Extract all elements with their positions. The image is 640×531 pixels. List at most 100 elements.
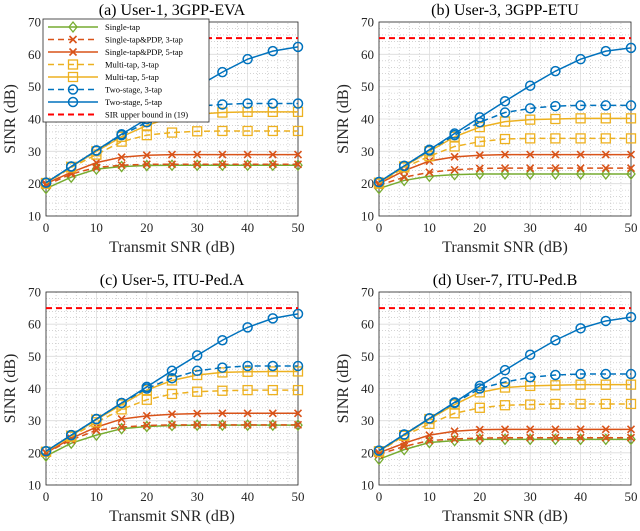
- data-point: [425, 431, 434, 440]
- x-tick-label: 50: [625, 489, 638, 504]
- data-point: [550, 335, 561, 346]
- data-point: [191, 365, 203, 377]
- y-tick-label: 70: [361, 15, 374, 30]
- data-point: [550, 65, 561, 77]
- data-point: [242, 98, 253, 109]
- data-point: [450, 434, 459, 444]
- legend-marker: [67, 59, 79, 70]
- legend: Single-tap Single-tap&PDP, 3-tap Single-ta…: [42, 18, 210, 123]
- data-point: [65, 429, 77, 441]
- data-point: [166, 372, 178, 384]
- data-point: [117, 161, 126, 170]
- data-point: [218, 160, 227, 169]
- data-point: [217, 385, 228, 396]
- data-point: [474, 167, 485, 181]
- series-line: [45, 389, 298, 453]
- data-point: [193, 150, 202, 159]
- series-two-stage-5-tap: [373, 311, 637, 456]
- series-line: [378, 173, 631, 190]
- series-line: [378, 436, 631, 456]
- data-point: [450, 427, 459, 436]
- x-tick-label: 40: [241, 489, 254, 504]
- data-point: [292, 41, 304, 53]
- data-point: [600, 167, 611, 181]
- series-line: [45, 313, 299, 452]
- data-point: [474, 402, 485, 413]
- x-tick-label: 10: [423, 220, 436, 235]
- data-point: [600, 368, 612, 380]
- data-point: [450, 152, 459, 161]
- data-point: [626, 167, 636, 181]
- data-point: [500, 150, 510, 159]
- y-tick-label: 50: [361, 79, 374, 94]
- x-tick-label: 40: [574, 489, 587, 504]
- legend-marker: [67, 96, 79, 108]
- x-tick-label: 0: [43, 220, 50, 235]
- legend-label: SIR upper bound in (19): [105, 110, 188, 120]
- data-point: [141, 420, 152, 433]
- data-point: [575, 113, 586, 124]
- series-two-stage-5-tap: [373, 42, 637, 188]
- data-point: [525, 133, 536, 144]
- data-point: [576, 433, 585, 442]
- data-point: [626, 164, 636, 173]
- data-point: [217, 107, 228, 118]
- data-point: [626, 425, 636, 434]
- data-point: [601, 164, 610, 173]
- data-point: [400, 173, 409, 182]
- data-point: [625, 368, 637, 380]
- legend-marker: [68, 47, 78, 57]
- x-tick-label: 10: [90, 220, 103, 235]
- data-point: [625, 398, 637, 410]
- x-tick-label: 30: [524, 489, 537, 504]
- legend-label: Two-stage, 3-tap: [105, 85, 162, 95]
- subplot-title: (d) User-7, ITU-Ped.B: [433, 272, 578, 289]
- data-point: [524, 371, 536, 383]
- data-point: [575, 100, 586, 111]
- data-point: [600, 379, 611, 390]
- data-point: [242, 322, 253, 333]
- data-point: [499, 107, 511, 118]
- data-point: [267, 419, 278, 432]
- data-point: [474, 387, 485, 398]
- data-point: [166, 365, 178, 377]
- x-tick-label: 50: [292, 220, 305, 235]
- data-point: [217, 66, 228, 78]
- data-point: [65, 161, 77, 172]
- data-point: [292, 360, 304, 372]
- series-line: [378, 47, 632, 183]
- data-point: [424, 413, 435, 424]
- data-point: [475, 433, 484, 443]
- data-point: [293, 409, 303, 418]
- y-tick-label: 40: [361, 112, 374, 127]
- data-point: [92, 158, 101, 167]
- data-point: [166, 127, 178, 138]
- x-axis-label: Transmit SNR (dB): [109, 239, 235, 256]
- series-line: [378, 167, 631, 186]
- data-point: [550, 113, 561, 125]
- data-point: [475, 151, 484, 160]
- legend-label: Multi-tap, 3-tap: [105, 60, 159, 70]
- data-point: [267, 366, 278, 377]
- data-point: [292, 384, 304, 396]
- y-axis-label: SINR (dB): [2, 84, 19, 154]
- data-point: [243, 150, 252, 159]
- x-tick-label: 50: [292, 489, 305, 504]
- data-point: [218, 420, 227, 429]
- data-point: [449, 397, 460, 408]
- data-point: [40, 445, 52, 457]
- x-axis-label: Transmit SNR (dB): [442, 508, 568, 525]
- x-tick-label: 30: [191, 220, 204, 235]
- data-point: [449, 128, 460, 139]
- y-axis-label: SINR (dB): [335, 84, 352, 154]
- y-tick-label: 20: [361, 176, 374, 191]
- y-tick-label: 30: [28, 144, 41, 159]
- y-tick-label: 20: [361, 445, 374, 460]
- data-point: [243, 409, 252, 418]
- data-point: [625, 42, 637, 54]
- data-point: [217, 419, 228, 432]
- data-point: [550, 100, 561, 112]
